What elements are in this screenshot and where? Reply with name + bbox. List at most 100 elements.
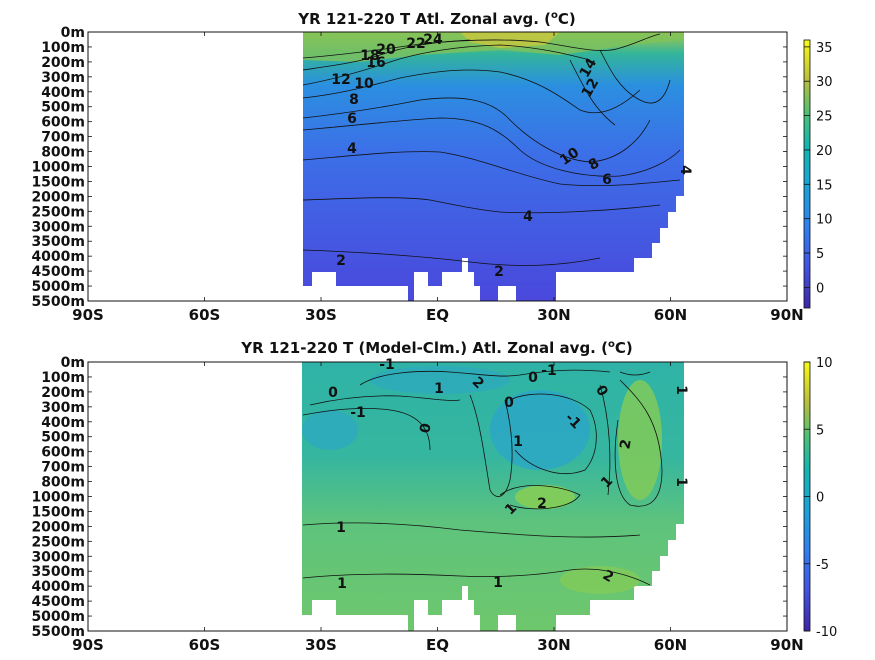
x-tick-label: 60S [189,306,221,324]
contour-label: -1 [541,363,557,379]
y-tick-label: 2500m [31,534,85,550]
y-tick-label: 200m [41,55,85,71]
contour-label: 12 [331,72,350,88]
contour-label: 1 [513,434,523,450]
panel2-contours [302,369,663,586]
panel1-colorbar-ticks: 35 30 25 20 15 10 5 0 [804,41,833,296]
colorbar-tick-label: 20 [816,144,833,159]
x-tick-label: 60S [189,636,221,654]
contour-label: 4 [347,141,357,157]
contour-label: 1 [493,575,503,591]
y-tick-label: 5500m [31,624,85,640]
panel2-title: YR 121-220 T (Model-Clm.) Atl. Zonal avg… [240,339,632,357]
contour-label: 8 [349,92,359,108]
y-tick-label: 4500m [31,594,85,610]
panel1-colorbar [803,39,811,309]
y-tick-label: 700m [41,460,85,476]
y-tick-label: 1500m [31,504,85,520]
y-tick-label: 4000m [31,249,85,265]
contour-label: 18 [360,48,379,64]
y-tick-label: 2000m [31,189,85,205]
y-tick-label: 3000m [31,549,85,565]
contour-label: 24 [423,32,443,48]
x-tick-label: 90N [770,636,803,654]
y-tick-label: 4500m [31,264,85,280]
y-tick-label: 800m [41,145,85,161]
contour-label: 10 [354,76,374,92]
contour-label: 0 [417,422,434,435]
y-tick-label: 2500m [31,204,85,220]
y-tick-label: 4000m [31,579,85,595]
contour-label: 2 [336,253,346,269]
x-tick-label: 90N [770,306,803,324]
colorbar-tick-label: 5 [816,247,824,262]
x-tick-label: 90S [72,306,104,324]
y-tick-label: 400m [41,85,85,101]
contour-label: 0 [504,395,514,411]
colorbar-tick-label: 25 [816,110,833,125]
panel2-colorbar-ticks: 10 5 0 -5 -10 [804,356,837,640]
y-tick-label: 600m [41,445,85,461]
y-tick-label: 400m [41,415,85,431]
y-tick-label: 300m [41,400,85,416]
y-tick-label: 100m [41,370,85,386]
colorbar-tick-label: -5 [816,558,829,573]
x-tick-label: 30S [305,636,337,654]
x-tick-label: 90S [72,636,104,654]
y-tick-label: 700m [41,130,85,146]
colorbar-tick-label: 10 [816,213,833,228]
colorbar-tick-label: 0 [816,491,824,506]
y-tick-label: 3500m [31,564,85,580]
colorbar-tick-label: -10 [816,625,837,640]
y-tick-label: 0m [61,355,85,371]
contour-label: 1 [336,520,346,536]
y-tick-label: 5000m [31,279,85,295]
y-tick-label: 800m [41,475,85,491]
x-tick-label: 30N [537,306,570,324]
colorbar-tick-label: 5 [816,423,824,438]
y-tick-label: 5500m [31,294,85,310]
colorbar-tick-label: 35 [816,41,833,56]
contour-label: 0 [328,385,338,401]
contour-label: 2 [617,438,634,450]
panel1-field [303,32,684,301]
y-tick-label: 1000m [31,490,85,506]
panel2-x-axis: 90S 60S 30S EQ 30N 60N 90N [72,362,804,654]
y-tick-label: 500m [41,430,85,446]
panel1-contours [302,33,681,266]
y-tick-label: 1000m [31,160,85,176]
panel-anomaly: YR 121-220 T (Model-Clm.) Atl. Zonal avg… [31,339,837,654]
contour-label: 2 [494,264,504,280]
y-tick-label: 3000m [31,219,85,235]
contour-label: 4 [523,209,533,225]
y-tick-label: 5000m [31,609,85,625]
contour-label: 6 [602,172,612,188]
panel2-y-axis: 0m100m200m300m400m500m600m700m800m1000m1… [31,355,787,640]
y-tick-label: 300m [41,70,85,86]
colorbar-tick-label: 0 [816,281,824,296]
x-tick-label: 30S [305,306,337,324]
y-tick-label: 2000m [31,519,85,535]
x-tick-label: 60N [654,306,687,324]
panel1-title: YR 121-220 T Atl. Zonal avg. (oC) [297,10,576,28]
panel-temperature: YR 121-220 T Atl. Zonal avg. (oC) 24 22 … [31,10,832,324]
contour-label: 2 [537,496,547,512]
x-tick-label: 30N [537,636,570,654]
contour-label: 4 [677,165,693,175]
colorbar-tick-label: 15 [816,178,833,193]
contour-label: -1 [350,405,366,421]
panel1-y-axis: 0m100m200m300m400m500m600m700m800m1000m1… [31,25,787,310]
contour-label: 16 [366,55,385,71]
contour-label: 1 [337,576,347,592]
colorbar-tick-label: 10 [816,356,833,371]
contour-label: 1 [673,385,689,395]
contour-label: 1 [434,381,444,397]
contour-label: 0 [528,370,538,386]
y-tick-label: 0m [61,25,85,41]
colorbar-tick-label: 30 [816,75,833,90]
x-tick-label: EQ [426,306,449,324]
contour-label: 20 [376,42,396,58]
x-tick-label: EQ [426,636,449,654]
y-tick-label: 1500m [31,174,85,190]
